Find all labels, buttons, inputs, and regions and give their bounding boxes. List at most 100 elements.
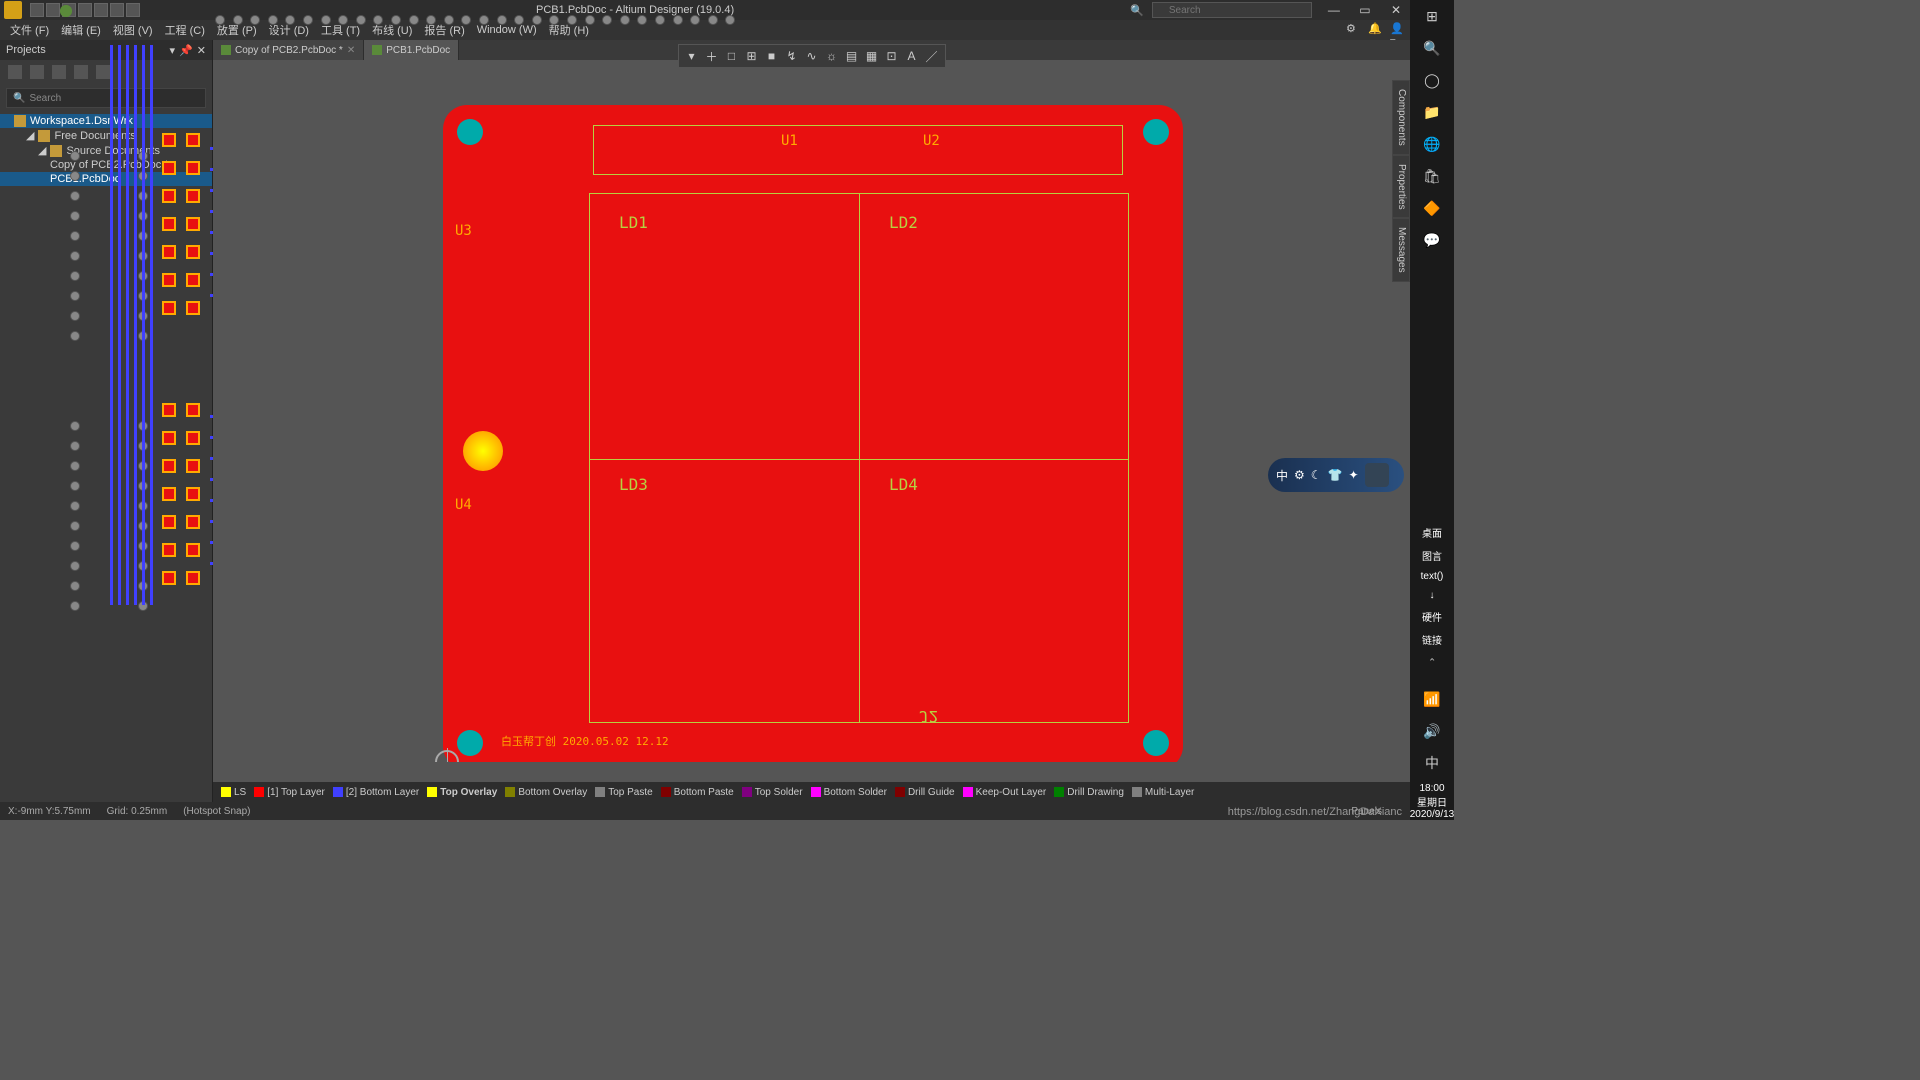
qa-icon[interactable] <box>78 3 92 17</box>
ime-icon[interactable]: ⚙ <box>1294 468 1305 482</box>
panel-close-icon[interactable]: ✕ <box>197 44 206 57</box>
layer-tab[interactable]: [1] Top Layer <box>254 787 325 798</box>
menu-edit[interactable]: 编辑 (E) <box>55 22 107 38</box>
tb-label[interactable]: text() <box>1421 571 1444 582</box>
minimize-button[interactable]: — <box>1320 0 1348 20</box>
wifi-icon[interactable]: 📶 <box>1420 687 1444 711</box>
layer-tab[interactable]: Keep-Out Layer <box>963 787 1047 798</box>
layer-tab[interactable]: Multi-Layer <box>1132 787 1194 798</box>
layer-tab[interactable]: Bottom Solder <box>811 787 887 798</box>
volume-icon[interactable]: 🔊 <box>1420 719 1444 743</box>
tool-route-icon[interactable]: ↯ <box>783 47 801 65</box>
layer-tab[interactable]: Top Solder <box>742 787 803 798</box>
layer-tab[interactable]: Drill Drawing <box>1054 787 1124 798</box>
pad <box>186 161 200 175</box>
strap-messages[interactable]: Messages <box>1392 218 1410 282</box>
pcb-canvas[interactable]: U1 U2 LD1 LD2 LD3 LD4 J2 U3 U4 白玉帮丁创 202 <box>383 100 1406 762</box>
tab[interactable]: Copy of PCB2.PcbDoc *✕ <box>213 40 364 60</box>
ime-icon[interactable]: 中 <box>1420 751 1444 775</box>
menu-window[interactable]: Window (W) <box>471 24 543 36</box>
close-button[interactable]: ✕ <box>1382 0 1410 20</box>
tree-group[interactable]: ◢ Free Documents <box>0 128 212 143</box>
tool-filter-icon[interactable]: ▾ <box>683 47 701 65</box>
tool-component-icon[interactable]: ■ <box>763 47 781 65</box>
tab-active[interactable]: PCB1.PcbDoc <box>364 40 459 60</box>
ime-icon[interactable]: ☾ <box>1311 468 1322 482</box>
qa-icon[interactable] <box>46 3 60 17</box>
tb-icon[interactable] <box>96 65 110 79</box>
explorer-icon[interactable]: 📁 <box>1420 100 1444 124</box>
tb-label[interactable]: 硬件 <box>1422 609 1442 624</box>
panel-header[interactable]: Projects ▾ 📌 ✕ <box>0 40 212 60</box>
trace <box>126 45 129 605</box>
app-window: PCB1.PcbDoc - Altium Designer (19.0.4) 🔍… <box>0 0 1410 820</box>
tool-poly-icon[interactable]: ▦ <box>863 47 881 65</box>
strap-properties[interactable]: Properties <box>1392 155 1410 219</box>
ime-icon[interactable]: ✦ <box>1349 468 1359 482</box>
menu-view[interactable]: 视图 (V) <box>107 22 159 38</box>
panel-menu-icon[interactable]: ▾ <box>170 44 176 57</box>
tool-arc-icon[interactable]: ∿ <box>803 47 821 65</box>
qa-icon[interactable] <box>110 3 124 17</box>
user-icon[interactable]: 👤▾ <box>1390 22 1406 38</box>
tb-icon[interactable] <box>8 65 22 79</box>
mounting-hole <box>1143 119 1169 145</box>
tool-align-icon[interactable]: ⊞ <box>743 47 761 65</box>
layer-tab[interactable]: Top Paste <box>595 787 652 798</box>
layer-tab[interactable]: Bottom Paste <box>661 787 734 798</box>
edge-icon[interactable]: 🌐 <box>1420 132 1444 156</box>
panel-search-input[interactable]: Search <box>6 88 206 108</box>
tb-icon[interactable] <box>74 65 88 79</box>
layer-tab[interactable]: Drill Guide <box>895 787 955 798</box>
tool-fill-icon[interactable]: ▤ <box>843 47 861 65</box>
start-button[interactable]: ⊞ <box>1420 4 1444 28</box>
task-view-icon[interactable]: ◯ <box>1420 68 1444 92</box>
ime-float[interactable]: 中 ⚙ ☾ 👕 ✦ <box>1268 458 1404 492</box>
qa-icon[interactable] <box>126 3 140 17</box>
ime-icon[interactable]: 👕 <box>1328 468 1343 482</box>
clock[interactable]: 18:00 星期日 2020/9/13 <box>1410 783 1455 820</box>
tool-text-icon[interactable]: A <box>903 47 921 65</box>
global-search-input[interactable] <box>1152 2 1312 18</box>
tree-doc[interactable]: Copy of PCB2.PcbDoc * <box>0 158 212 172</box>
tb-icon[interactable] <box>52 65 66 79</box>
menu-project[interactable]: 工程 (C) <box>159 22 211 38</box>
tb-icon[interactable] <box>30 65 44 79</box>
pin-icon[interactable]: 📌 <box>179 44 193 57</box>
menu-file[interactable]: 文件 (F) <box>4 22 55 38</box>
layer-tab[interactable]: [2] Bottom Layer <box>333 787 419 798</box>
strap-components[interactable]: Components <box>1392 80 1410 155</box>
tb-label[interactable]: 链接 <box>1422 632 1442 647</box>
tree-doc-active[interactable]: PCB1.PcbDoc <box>0 172 212 186</box>
store-icon[interactable]: 🛍 <box>1420 164 1444 188</box>
tool-line-icon[interactable]: ／ <box>923 47 941 65</box>
layer-swatch-icon <box>254 787 264 797</box>
tool-select-icon[interactable]: □ <box>723 47 741 65</box>
layer-tab[interactable]: LS <box>221 787 246 798</box>
menu-route[interactable]: 布线 (U) <box>366 22 418 38</box>
wechat-icon[interactable]: 💬 <box>1420 228 1444 252</box>
pad <box>70 561 80 571</box>
pad <box>186 217 200 231</box>
maximize-button[interactable]: ▭ <box>1351 0 1379 20</box>
tray-expand-icon[interactable]: ＾ <box>1420 655 1444 679</box>
tool-via-icon[interactable]: ☼ <box>823 47 841 65</box>
gear-icon[interactable]: ⚙ <box>1346 22 1362 38</box>
app-icon[interactable]: 🔶 <box>1420 196 1444 220</box>
qa-icon[interactable] <box>94 3 108 17</box>
bell-icon[interactable]: 🔔 <box>1368 22 1384 38</box>
ime-lang[interactable]: 中 <box>1276 467 1288 484</box>
tree-workspace[interactable]: Workspace1.DsnWrk <box>0 114 212 128</box>
tool-snap-icon[interactable]: ＋ <box>703 47 721 65</box>
tool-dim-icon[interactable]: ⊡ <box>883 47 901 65</box>
tab-close-icon[interactable]: ✕ <box>347 45 355 56</box>
qa-icon[interactable] <box>30 3 44 17</box>
tree-folder[interactable]: ◢ Source Documents <box>0 143 212 158</box>
right-tab-straps: Components Properties Messages <box>1392 80 1410 282</box>
tb-label[interactable]: 桌面 <box>1422 525 1442 540</box>
tb-label[interactable]: 图言 <box>1422 548 1442 563</box>
layer-tab[interactable]: Bottom Overlay <box>505 787 587 798</box>
tb-label[interactable]: ↓ <box>1430 590 1435 601</box>
layer-tab[interactable]: Top Overlay <box>427 787 497 798</box>
search-icon[interactable]: 🔍 <box>1420 36 1444 60</box>
